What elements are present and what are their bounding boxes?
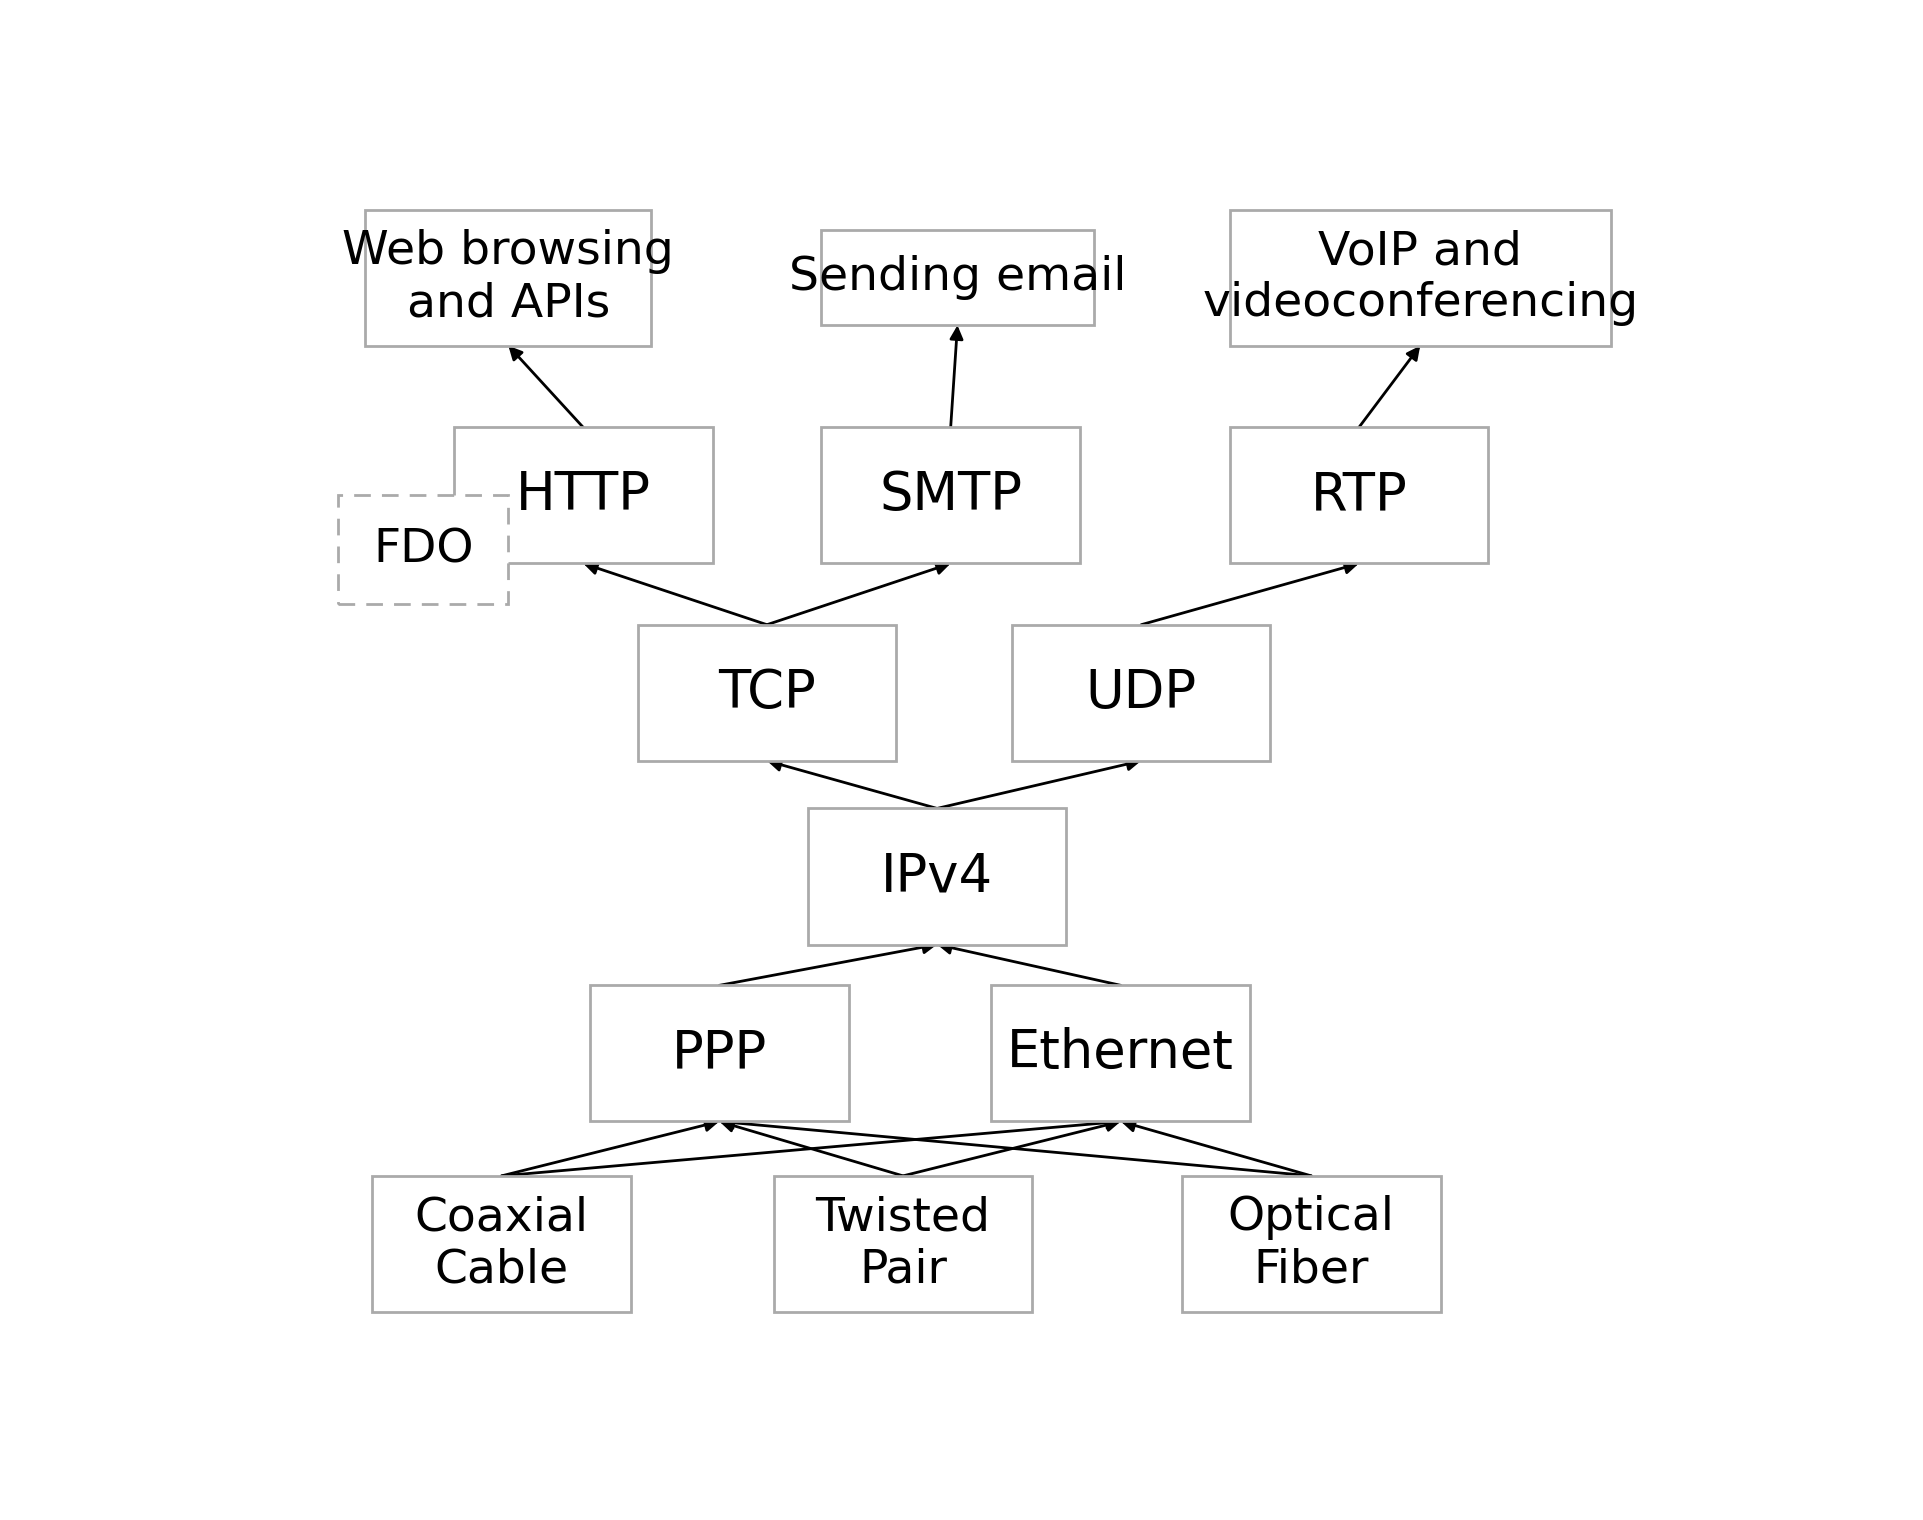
FancyArrowPatch shape xyxy=(937,758,1138,809)
Bar xyxy=(821,230,1092,325)
Text: RTP: RTP xyxy=(1310,470,1406,521)
FancyArrowPatch shape xyxy=(940,942,1121,985)
Bar xyxy=(773,1176,1033,1312)
FancyArrowPatch shape xyxy=(502,1117,1117,1176)
Bar xyxy=(990,985,1250,1122)
Text: Twisted
Pair: Twisted Pair xyxy=(815,1195,990,1292)
Bar xyxy=(371,1176,631,1312)
Bar xyxy=(338,496,508,605)
FancyArrowPatch shape xyxy=(1140,562,1356,625)
Bar xyxy=(637,625,896,762)
FancyArrowPatch shape xyxy=(510,348,583,427)
FancyArrowPatch shape xyxy=(719,942,933,985)
Bar xyxy=(821,427,1079,564)
FancyArrowPatch shape xyxy=(769,760,937,809)
Text: Web browsing
and APIs: Web browsing and APIs xyxy=(342,230,673,327)
Text: Sending email: Sending email xyxy=(788,255,1125,299)
FancyArrowPatch shape xyxy=(587,562,767,625)
Text: IPv4: IPv4 xyxy=(881,851,992,903)
Text: VoIP and
videoconferencing: VoIP and videoconferencing xyxy=(1202,230,1636,327)
Text: HTTP: HTTP xyxy=(515,470,650,521)
Text: SMTP: SMTP xyxy=(879,470,1021,521)
Bar xyxy=(1229,210,1610,345)
Bar xyxy=(1229,427,1488,564)
Bar xyxy=(808,809,1065,944)
Bar xyxy=(454,427,712,564)
FancyArrowPatch shape xyxy=(950,328,962,427)
FancyArrowPatch shape xyxy=(721,1120,902,1176)
FancyArrowPatch shape xyxy=(1358,348,1417,427)
Bar xyxy=(365,210,650,345)
FancyArrowPatch shape xyxy=(1123,1120,1311,1176)
Bar xyxy=(1011,625,1269,762)
Bar xyxy=(590,985,848,1122)
Bar xyxy=(1181,1176,1440,1312)
FancyArrowPatch shape xyxy=(767,562,948,625)
Text: PPP: PPP xyxy=(671,1028,767,1079)
FancyArrowPatch shape xyxy=(721,1117,1311,1176)
Text: FDO: FDO xyxy=(373,527,473,573)
Text: Optical
Fiber: Optical Fiber xyxy=(1227,1195,1394,1292)
Text: Ethernet: Ethernet xyxy=(1008,1028,1233,1079)
FancyArrowPatch shape xyxy=(902,1120,1117,1176)
Text: UDP: UDP xyxy=(1085,667,1196,719)
FancyArrowPatch shape xyxy=(502,1120,715,1176)
FancyArrowPatch shape xyxy=(456,497,508,550)
Text: Coaxial
Cable: Coaxial Cable xyxy=(413,1195,588,1292)
Text: TCP: TCP xyxy=(717,667,815,719)
